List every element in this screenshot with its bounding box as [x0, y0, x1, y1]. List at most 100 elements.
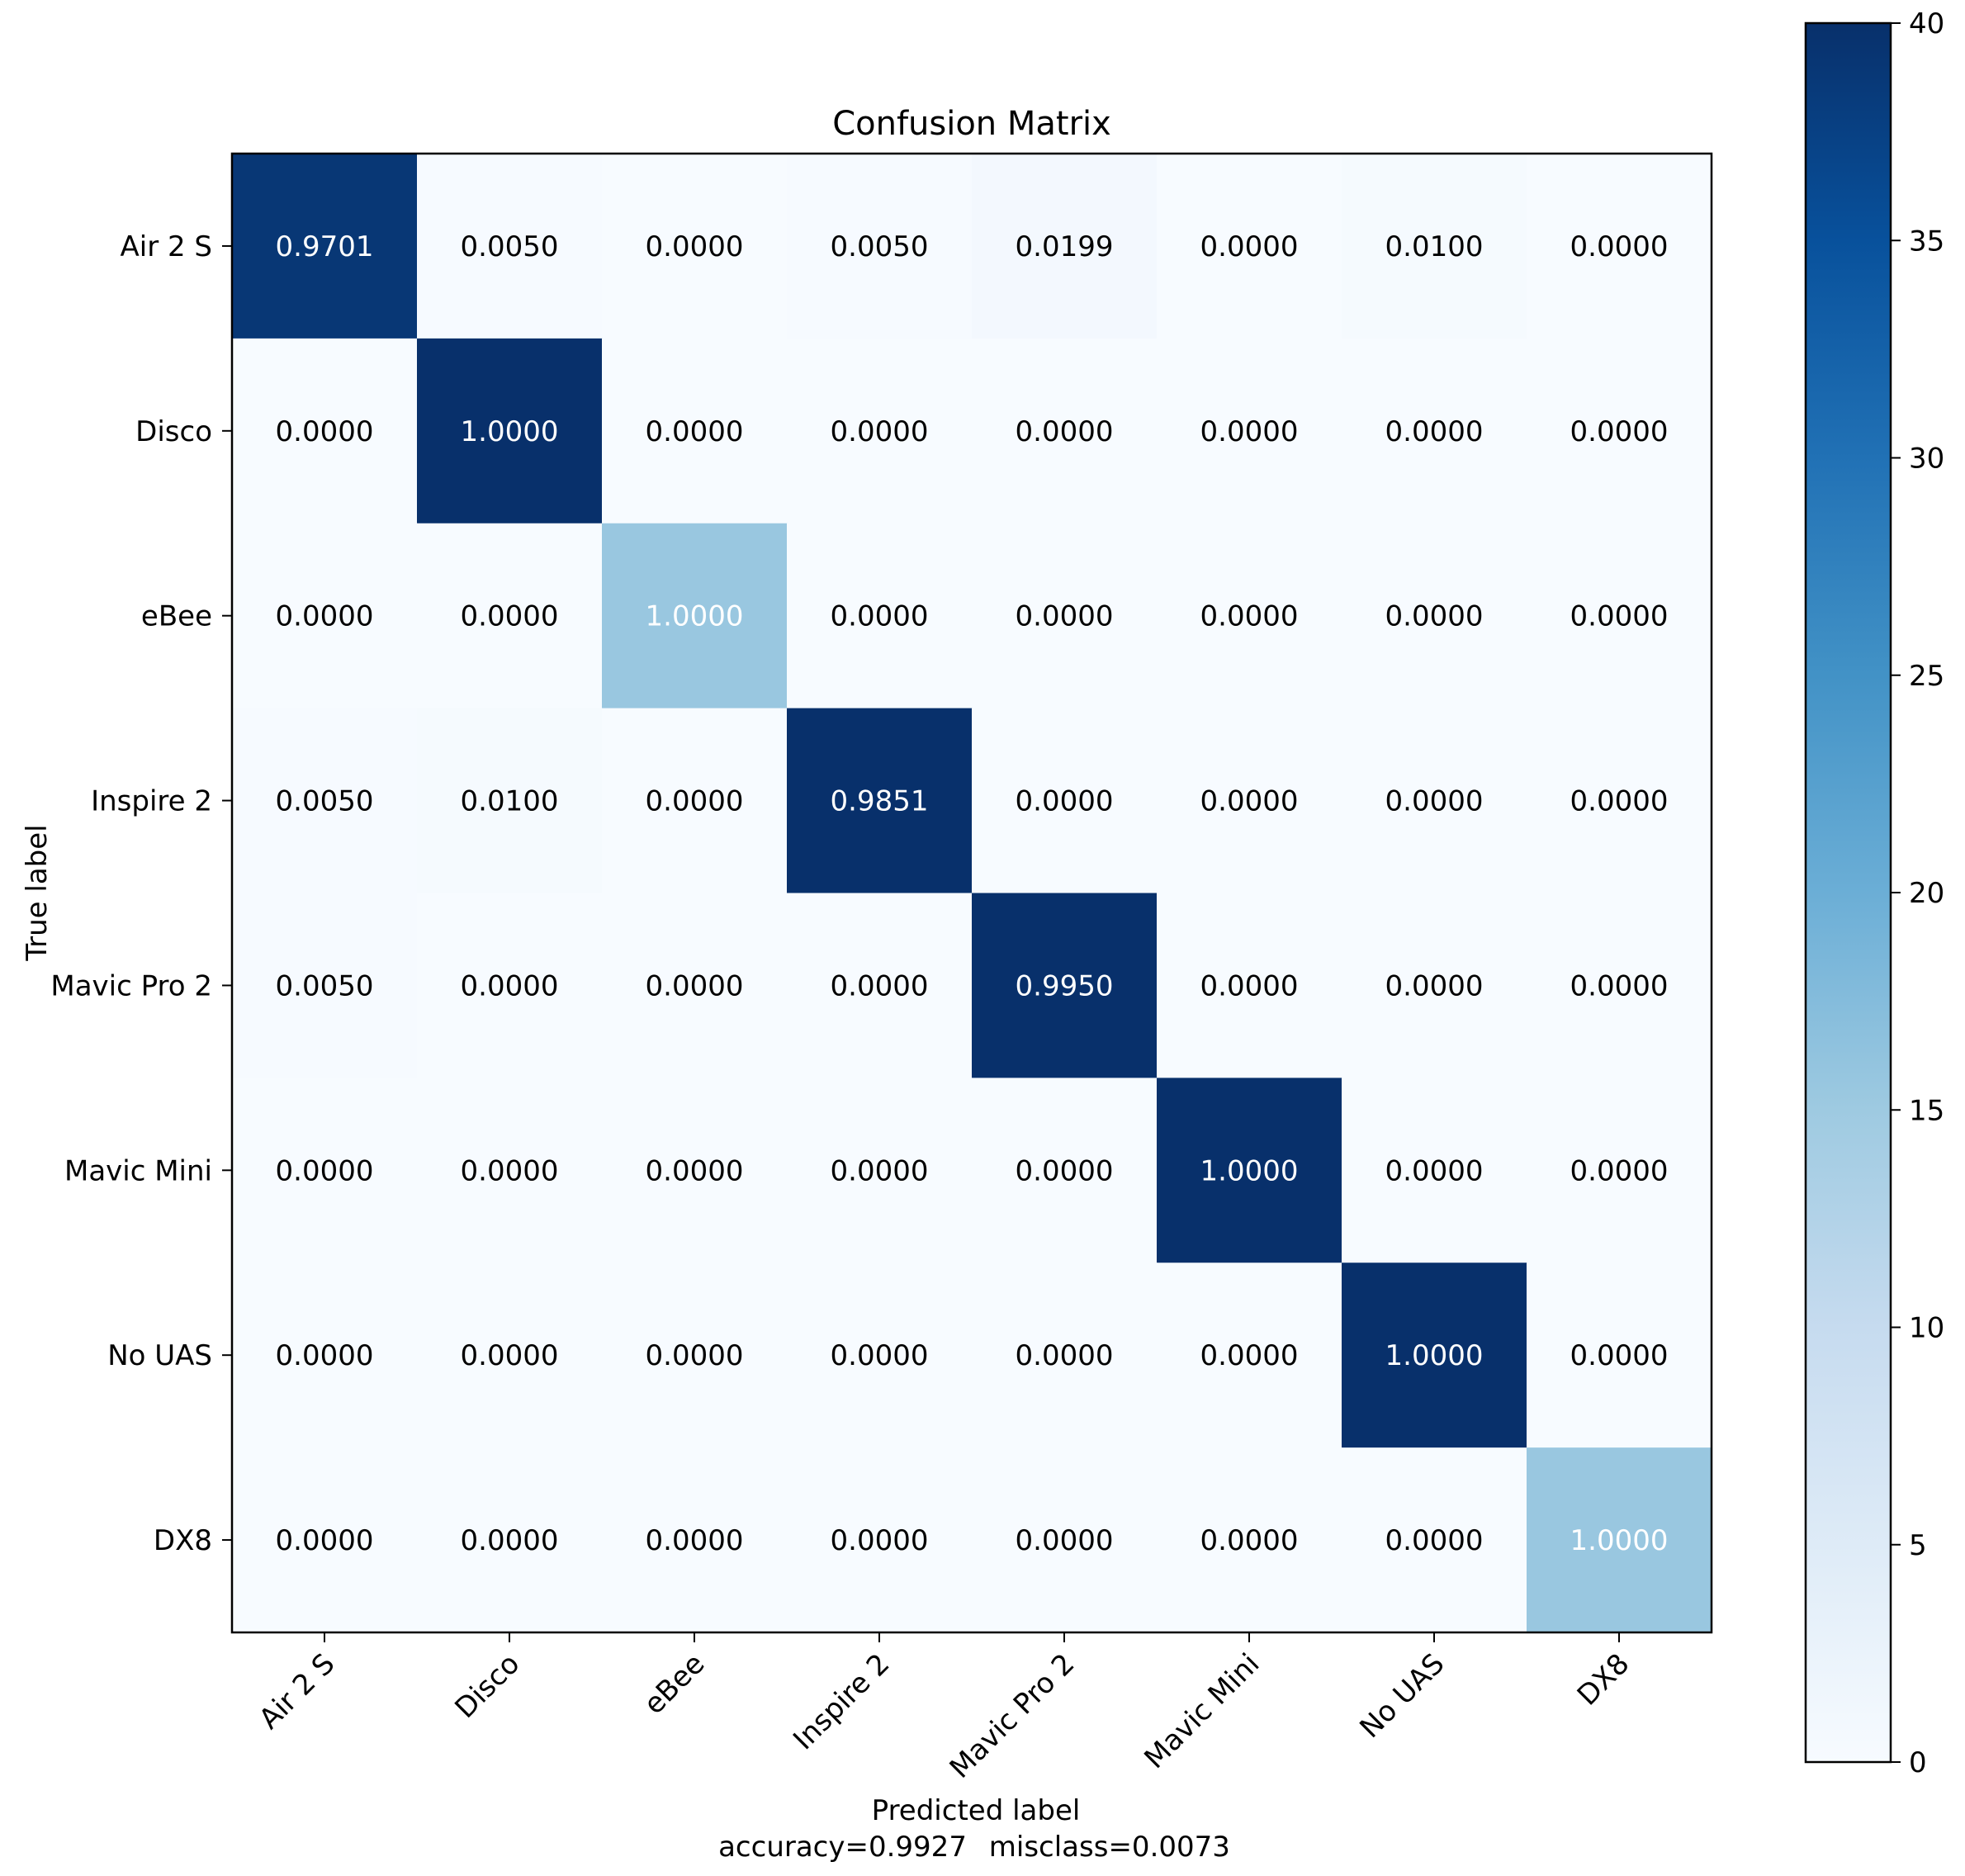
cell-value-label: 0.0000 — [1570, 969, 1669, 1002]
colorbar-gradient — [1806, 23, 1891, 1762]
cell-value-label: 0.0000 — [1200, 969, 1299, 1002]
cell-value-label: 0.0000 — [646, 969, 744, 1002]
y-tick-label: Mavic Pro 2 — [50, 969, 212, 1002]
heatmap-cell — [417, 523, 603, 709]
cell-value-label: 0.0000 — [1570, 230, 1669, 263]
cell-value-label: 0.0000 — [276, 1524, 374, 1557]
colorbar-tick-label: 30 — [1909, 443, 1944, 476]
heatmap-cell — [1342, 1078, 1527, 1263]
cell-value-label: 0.0100 — [1385, 230, 1484, 263]
heatmap-cell — [1527, 523, 1712, 709]
heatmap-cell — [1527, 1447, 1712, 1633]
colorbar-tick-label: 35 — [1909, 225, 1944, 258]
cell-value-label: 0.0000 — [831, 1154, 929, 1187]
cell-value-label: 0.0000 — [1200, 415, 1299, 448]
colorbar-tick-label: 15 — [1909, 1094, 1944, 1127]
heatmap-cell — [1342, 893, 1527, 1078]
cell-value-label: 1.0000 — [646, 600, 744, 633]
heatmap-cell — [602, 708, 788, 894]
heatmap-cell — [232, 1263, 418, 1448]
cell-value-label: 0.0000 — [461, 1154, 559, 1187]
cell-value-label: 0.0000 — [646, 1524, 744, 1557]
cell-value-label: 0.0000 — [1385, 1524, 1484, 1557]
heatmap-cell — [232, 1447, 418, 1633]
heatmap-cell — [602, 893, 788, 1078]
heatmap-cell — [1157, 1447, 1342, 1633]
cell-value-label: 0.0000 — [1570, 415, 1669, 448]
colorbar-tick-label: 40 — [1909, 7, 1944, 40]
heatmap-cell — [417, 1078, 603, 1263]
cell-value-label: 0.0000 — [276, 1154, 374, 1187]
cell-value-label: 0.0000 — [1200, 1339, 1299, 1372]
y-tick-label: Air 2 S — [120, 230, 212, 263]
cell-value-label: 0.0050 — [831, 230, 929, 263]
heatmap-cell — [787, 1447, 973, 1633]
cell-value-label: 0.0000 — [1016, 1524, 1114, 1557]
cell-value-label: 1.0000 — [461, 415, 559, 448]
heatmap-cell — [1527, 1263, 1712, 1448]
cell-value-label: 0.0000 — [1385, 969, 1484, 1002]
heatmap-cell — [1157, 893, 1342, 1078]
x-tick-label: Disco — [448, 1647, 526, 1725]
heatmap-cell — [787, 154, 973, 339]
heatmap-cell — [1157, 1263, 1342, 1448]
cell-value-label: 0.0000 — [1570, 600, 1669, 633]
cell-value-label: 0.0000 — [1385, 785, 1484, 818]
y-axis-ticks: Air 2 S Disco eBee Inspire 2 Mavic Pro 2 Mavi… — [50, 230, 232, 1557]
cell-value-label: 0.0000 — [1200, 785, 1299, 818]
x-tick-label: DX8 — [1571, 1647, 1636, 1713]
cell-value-label: 0.0000 — [646, 415, 744, 448]
heatmap-cell — [417, 338, 603, 524]
heatmap-cell — [972, 1078, 1158, 1263]
cell-value-label: 0.0000 — [1016, 415, 1114, 448]
colorbar-tick-label: 25 — [1909, 660, 1944, 693]
cell-value-label: 0.0000 — [646, 785, 744, 818]
heatmap-cell — [1157, 523, 1342, 709]
cell-value-label: 0.0000 — [1385, 415, 1484, 448]
cell-value-label: 1.0000 — [1570, 1524, 1669, 1557]
heatmap-cell — [1157, 338, 1342, 524]
heatmap-cell — [787, 893, 973, 1078]
x-tick-label: Inspire 2 — [787, 1647, 896, 1756]
cell-value-label: 0.0000 — [831, 969, 929, 1002]
heatmap-cell — [1342, 708, 1527, 894]
heatmap-cell — [417, 708, 603, 894]
colorbar-ticks: 0 5 10 15 20 25 30 35 40 — [1891, 7, 1944, 1779]
cell-value-label: 0.0000 — [1385, 1154, 1484, 1187]
cell-value-label: 0.9701 — [276, 230, 374, 263]
heatmap-cell — [787, 1078, 973, 1263]
heatmap-cell — [602, 1447, 788, 1633]
y-tick-label: DX8 — [154, 1524, 212, 1557]
cell-value-label: 0.0000 — [461, 600, 559, 633]
heatmap-cells — [232, 154, 1712, 1633]
y-tick-label: Disco — [135, 415, 212, 448]
x-axis-ticks: Air 2 S Disco eBee Inspire 2 Mavic Pro 2 Mavi… — [253, 1632, 1636, 1785]
colorbar-tick-label: 5 — [1909, 1529, 1927, 1562]
heatmap-cell — [602, 1263, 788, 1448]
cell-value-label: 0.0000 — [831, 1339, 929, 1372]
cell-value-label: 0.0000 — [1016, 785, 1114, 818]
heatmap-cell — [1527, 338, 1712, 524]
heatmap-cell — [787, 1263, 973, 1448]
heatmap-cell — [232, 893, 418, 1078]
heatmap-cell — [1342, 1263, 1527, 1448]
heatmap-cell — [232, 523, 418, 709]
heatmap-cell — [787, 523, 973, 709]
plot-frame — [230, 152, 1713, 1634]
cell-value-label: 0.0000 — [831, 600, 929, 633]
cell-value-label: 0.0000 — [1385, 600, 1484, 633]
cell-value-label: 0.0050 — [276, 785, 374, 818]
cell-value-label: 0.0000 — [646, 1154, 744, 1187]
heatmap-cell — [787, 708, 973, 894]
heatmap-cell — [972, 154, 1158, 339]
misclass-label: misclass=0.0073 — [989, 1831, 1230, 1864]
heatmap-cell — [602, 154, 788, 339]
cell-value-label: 0.9950 — [1016, 969, 1114, 1002]
cell-value-label: 0.0000 — [1016, 1154, 1114, 1187]
cell-value-label: 0.0000 — [1570, 1154, 1669, 1187]
heatmap-cell — [417, 154, 603, 339]
y-axis-label: True label — [21, 824, 54, 961]
heatmap-cell — [602, 338, 788, 524]
heatmap-cell — [232, 708, 418, 894]
